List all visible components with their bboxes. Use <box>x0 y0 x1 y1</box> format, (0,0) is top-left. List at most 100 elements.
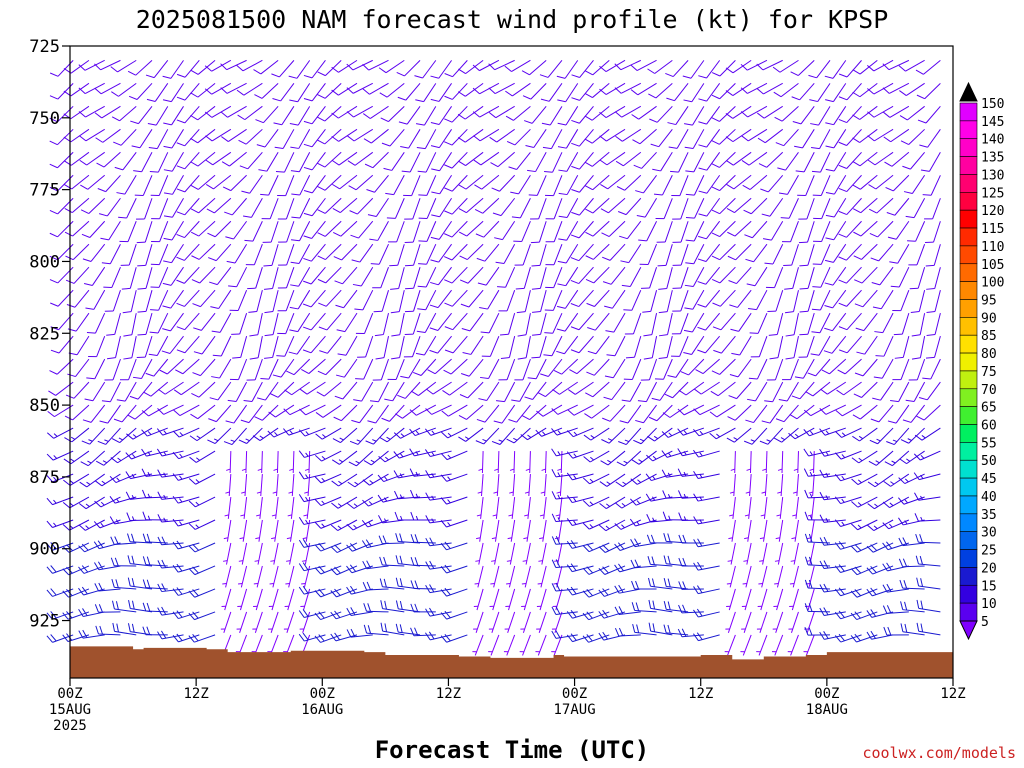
wind-barb <box>867 105 894 118</box>
wind-barb <box>639 244 658 266</box>
wind-barb <box>475 427 500 445</box>
wind-barb <box>649 105 673 123</box>
wind-barb <box>558 220 579 241</box>
y-tick-label: 850 <box>29 396 60 416</box>
wind-barb <box>252 611 263 633</box>
wind-barb <box>416 129 437 150</box>
wind-barb <box>749 312 768 334</box>
wind-barb <box>363 603 389 613</box>
wind-barb <box>617 197 642 216</box>
wind-barb <box>819 427 846 436</box>
wind-barb <box>900 128 925 145</box>
wind-barb <box>79 473 105 488</box>
wind-barb <box>176 60 200 78</box>
wind-barb <box>440 587 468 597</box>
wind-barb <box>522 542 531 565</box>
wind-barb <box>584 105 610 121</box>
wind-barb <box>551 582 578 592</box>
colorbar-label: 110 <box>981 240 1004 255</box>
wind-barb <box>81 427 106 445</box>
wind-barb <box>134 175 153 196</box>
wind-barb <box>283 427 310 436</box>
wind-barb <box>884 151 910 167</box>
wind-barb <box>571 128 594 147</box>
wind-barb <box>536 404 563 417</box>
wind-barb <box>412 358 437 376</box>
wind-barb <box>255 519 263 542</box>
wind-barb <box>431 197 453 218</box>
wind-barb <box>555 496 563 519</box>
wind-barb <box>884 450 910 467</box>
wind-barb <box>711 105 736 122</box>
wind-barb <box>346 82 373 94</box>
x-tick-label: 15AUG <box>49 702 91 718</box>
wind-barb <box>400 358 421 379</box>
wind-barb <box>330 519 358 531</box>
wind-barb <box>524 381 547 400</box>
wind-barb <box>212 335 232 357</box>
wind-barb <box>355 312 374 335</box>
wind-barb <box>623 289 642 311</box>
wind-barb <box>127 577 153 590</box>
wind-barb <box>672 244 689 266</box>
wind-barb <box>647 577 673 590</box>
wind-barb <box>278 244 295 266</box>
wind-barb <box>538 542 547 565</box>
wind-barb <box>493 473 500 497</box>
wind-barb <box>790 60 815 76</box>
wind-barb <box>797 175 815 197</box>
wind-barb <box>404 198 421 220</box>
wind-barb <box>440 519 468 528</box>
wind-barb <box>123 313 137 337</box>
wind-barb <box>835 404 862 417</box>
wind-barb <box>834 610 862 620</box>
wind-barb <box>211 312 232 333</box>
wind-barb <box>835 427 862 438</box>
wind-barb <box>698 129 721 148</box>
wind-barb <box>157 469 184 478</box>
wind-barb <box>458 197 484 214</box>
wind-barb <box>685 198 705 219</box>
wind-barb <box>190 105 216 121</box>
wind-barb <box>872 381 894 401</box>
wind-barb <box>190 404 216 420</box>
wind-barb <box>488 611 500 633</box>
colorbar-label: 25 <box>981 544 997 559</box>
wind-barb <box>393 470 421 479</box>
wind-barb <box>190 174 216 190</box>
wind-barb <box>805 381 831 397</box>
wind-barb <box>114 151 137 171</box>
wind-barb <box>582 473 610 485</box>
wind-barb <box>897 496 925 505</box>
wind-barb <box>317 197 342 214</box>
wind-barb <box>137 244 153 267</box>
wind-barb <box>46 450 74 461</box>
wind-barb <box>882 541 910 551</box>
wind-barb <box>157 404 184 415</box>
wind-barb <box>900 427 925 444</box>
credit-text: coolwx.com/models <box>862 744 1016 762</box>
wind-barb <box>148 129 169 150</box>
wind-barb <box>207 220 232 238</box>
wind-barb <box>532 313 547 336</box>
wind-barb <box>494 220 516 241</box>
wind-barb <box>136 221 153 244</box>
wind-barb <box>762 451 768 474</box>
wind-barb <box>657 244 673 267</box>
wind-barb <box>384 381 405 402</box>
wind-barb <box>127 533 153 544</box>
wind-barb <box>506 427 531 444</box>
wind-barb <box>172 633 200 643</box>
wind-barb <box>582 496 610 507</box>
wind-barb <box>663 555 689 567</box>
wind-barb <box>316 381 342 397</box>
wind-barb <box>440 473 468 482</box>
wind-barb <box>314 565 342 575</box>
wind-barb <box>537 565 547 588</box>
wind-barb <box>792 473 799 497</box>
wind-barb <box>425 537 452 547</box>
wind-barb <box>67 358 90 378</box>
wind-barb <box>119 221 137 243</box>
wind-barb <box>799 313 815 336</box>
wind-barb <box>585 243 610 260</box>
